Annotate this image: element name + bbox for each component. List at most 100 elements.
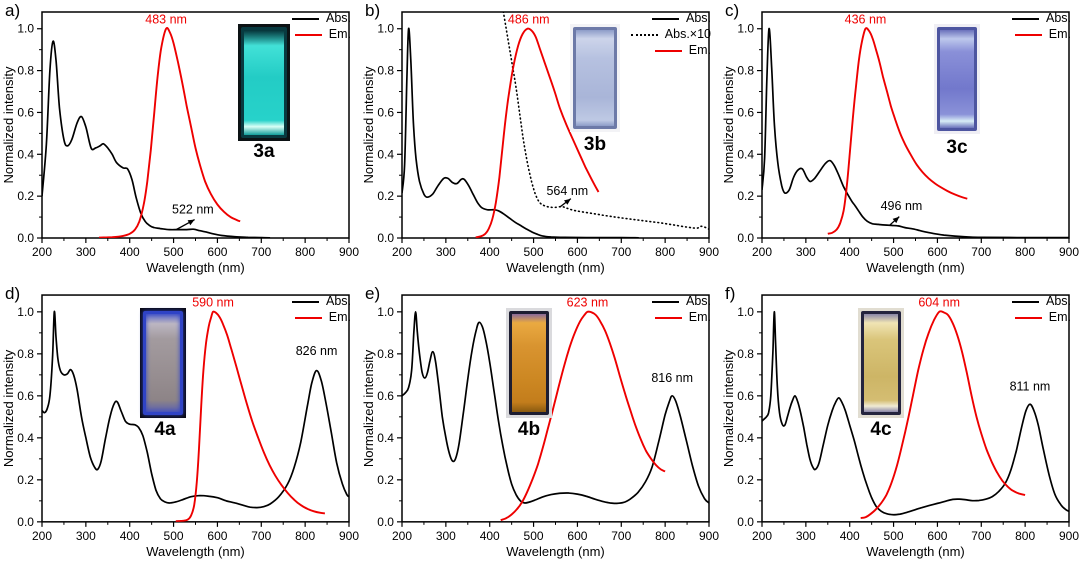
abs-line-sample: [291, 17, 319, 20]
cuvette: [861, 311, 901, 415]
x-axis-title: Wavelength (nm): [506, 544, 604, 559]
abs-line-sample: [651, 17, 679, 20]
x-tick-label: 300: [76, 245, 96, 259]
y-tick-label: 1.0: [17, 305, 34, 319]
y-tick-label: 0.0: [737, 515, 754, 529]
legend-row: Abs.: [1011, 11, 1071, 25]
y-tick-label: 1.0: [737, 22, 754, 36]
x-tick-label: 900: [1059, 529, 1079, 543]
abs-curve: [402, 27, 639, 238]
y-axis-title: Normalized intensity: [361, 66, 376, 184]
peak-label: 816 nm: [651, 371, 693, 385]
sample-label-3b: 3b: [583, 134, 607, 155]
y-tick-label: 0.4: [377, 431, 394, 445]
em-line-sample: [654, 49, 682, 52]
x-axis-title: Wavelength (nm): [866, 260, 965, 275]
y-tick-label: 0.6: [377, 105, 394, 119]
legend-label-abs: Abs.: [1045, 11, 1071, 25]
cuvette-photo-3c: [934, 24, 980, 134]
y-tick-label: 1.0: [377, 22, 394, 36]
y-tick-label: 0.6: [17, 389, 34, 403]
peak-label: 522 nm: [172, 202, 214, 216]
cuvette-photo-3b: [570, 24, 620, 132]
x-tick-label: 600: [207, 245, 227, 259]
x-tick-label: 400: [120, 245, 140, 259]
y-tick-label: 0.2: [737, 189, 754, 203]
legend-row: Em.: [652, 311, 711, 324]
legend-row: Abs.: [651, 294, 711, 308]
legend-row: Em.: [292, 311, 351, 324]
legend-label-abs: Abs.: [685, 294, 711, 308]
spectra-plot-e: 200 300 400 500 600 700 800 900 0.0 0.2 0.4 0.6 0.8 1…: [361, 294, 719, 559]
y-tick-label: 0.6: [377, 389, 394, 403]
spectra-plot-f: 200 300 400 500 600 700 800 900 0.0 0.2 0.4 0.6 0.8 1…: [721, 294, 1079, 559]
y-tick-label: 0.2: [17, 189, 34, 203]
x-tick-label: 300: [436, 529, 456, 543]
x-tick-label: 200: [392, 245, 412, 259]
x-tick-label: 500: [884, 529, 904, 543]
panel-letter-d: d): [5, 284, 21, 303]
abs-line-sample: [1011, 300, 1039, 303]
annotation-arrowhead: [892, 216, 900, 224]
abs-x10-curve: [502, 12, 709, 230]
spectra-plot-b: 200 300 400 500 600 700 800 900 0.0 0.2 0.4 0.6 0.8 1…: [361, 11, 719, 275]
legend-c: Abs. Em.: [1011, 11, 1071, 44]
y-tick-label: 0.0: [377, 515, 394, 529]
em-curve: [860, 310, 1026, 519]
em-line-sample: [294, 316, 322, 319]
y-tick-label: 1.0: [737, 305, 754, 319]
x-tick-label: 900: [339, 529, 359, 543]
y-tick-label: 0.6: [737, 105, 754, 119]
peak-label: 564 nm: [546, 184, 588, 198]
x-tick-label: 400: [840, 529, 860, 543]
annotation-arrowhead: [564, 198, 571, 205]
panel-letter-b: b): [365, 1, 381, 20]
panel-b: b) 200 300 400 500 600 700 800 900 0.0 0.2 0.4 0.6 0…: [360, 0, 720, 283]
x-tick-label: 900: [339, 245, 359, 259]
x-tick-label: 200: [752, 529, 772, 543]
legend-label-em: Em.: [1048, 310, 1071, 324]
y-tick-label: 0.0: [737, 231, 754, 245]
x-tick-label: 700: [971, 529, 991, 543]
x-tick-label: 600: [567, 529, 587, 543]
legend-b: Abs. Abs.×10 Em.: [630, 12, 711, 60]
x-tick-label: 400: [480, 529, 500, 543]
x-tick-label: 400: [120, 529, 140, 543]
legend-label-em: Em.: [328, 310, 351, 324]
cuvette: [509, 311, 549, 415]
x-tick-label: 200: [32, 529, 52, 543]
y-tick-label: 0.8: [17, 347, 34, 361]
legend-label-em: Em.: [688, 310, 711, 324]
x-tick-label: 600: [927, 529, 947, 543]
spectra-plot-d: 200 300 400 500 600 700 800 900 0.0 0.2 0.4 0.6 0.8 1…: [1, 294, 359, 559]
x-tick-label: 800: [655, 245, 675, 259]
abs-curve: [42, 310, 349, 509]
legend-label-em: Em.: [688, 43, 711, 57]
x-tick-label: 700: [971, 245, 991, 259]
y-axis-title: Normalized intensity: [361, 349, 376, 467]
legend-row: Abs.×10: [630, 27, 711, 41]
cuvette-photo-4b: [506, 308, 552, 418]
y-tick-label: 0.8: [377, 347, 394, 361]
cuvette-photo-3a: [238, 24, 290, 141]
x-tick-label: 800: [655, 529, 675, 543]
legend-a: Abs. Em.: [291, 12, 351, 44]
y-tick-label: 0.4: [377, 147, 394, 161]
y-tick-label: 0.8: [737, 64, 754, 78]
legend-row: Em.: [631, 44, 711, 57]
panel-a: a) 200 300 400 500 600 700 800 900 0.0 0.2 0.4 0.6 0…: [0, 0, 360, 283]
y-tick-label: 0.0: [17, 231, 34, 245]
panel-e: e) 200 300 400 500 600 700 800 900 0.0 0.2 0.4 0.6 0…: [360, 283, 720, 567]
panel-letter-e: e): [365, 284, 381, 303]
x-tick-label: 600: [927, 245, 947, 259]
x-tick-label: 700: [251, 529, 271, 543]
em-line-sample: [1014, 316, 1042, 319]
y-tick-label: 0.4: [737, 431, 754, 445]
legend-label-abs-x10: Abs.×10: [664, 27, 711, 41]
x-tick-label: 600: [567, 245, 587, 259]
peak-label: 590 nm: [192, 296, 234, 310]
legend-f: Abs. Em.: [1011, 295, 1071, 327]
x-tick-label: 700: [611, 529, 631, 543]
x-tick-label: 600: [207, 529, 227, 543]
